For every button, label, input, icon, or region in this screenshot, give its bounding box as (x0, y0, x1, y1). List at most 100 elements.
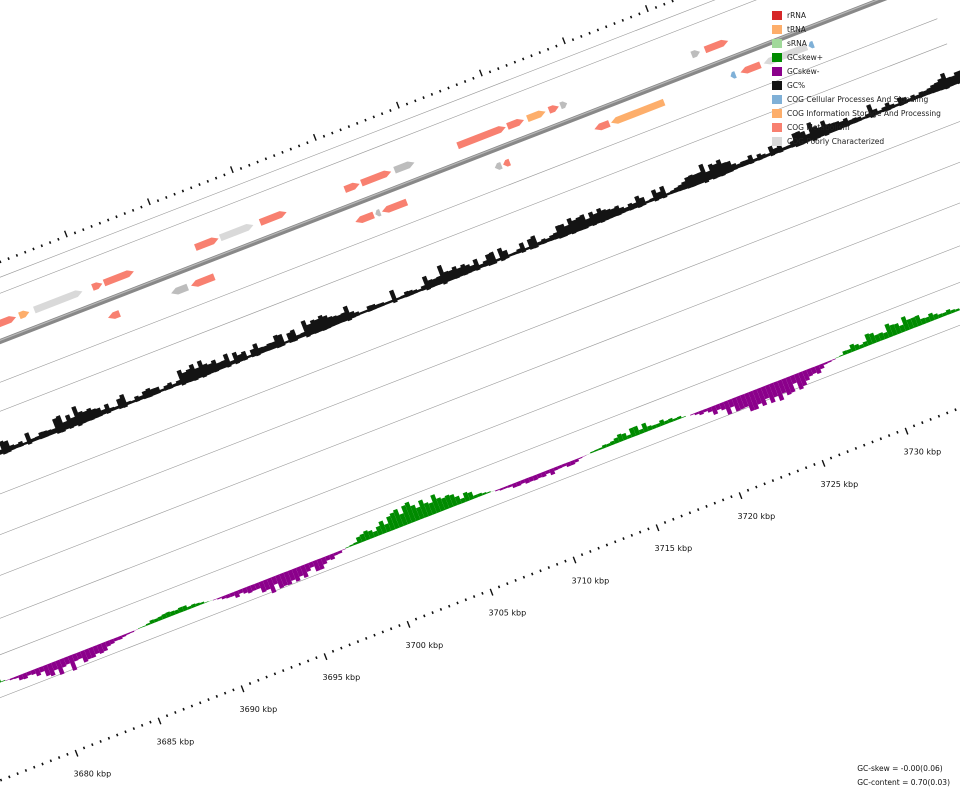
minor-tick (463, 80, 467, 83)
minor-tick (589, 549, 592, 553)
minor-tick (331, 649, 335, 653)
gc-skew-track (0, 308, 960, 683)
gc-skew-negative (511, 482, 518, 489)
gc-skew-negative (557, 464, 563, 470)
guide-line (0, 0, 716, 278)
minor-tick (116, 733, 119, 737)
gc-skew-negative (685, 414, 691, 417)
gc-skew-negative (109, 638, 115, 645)
minor-tick (688, 511, 692, 515)
gc-skew-negative (731, 397, 741, 412)
gene-arrow-reverse (503, 158, 512, 167)
minor-tick (347, 125, 351, 129)
gc-skew-positive (609, 440, 616, 446)
gc-skew-negative (773, 381, 785, 401)
minor-tick (82, 228, 85, 232)
legend-item-cog-information: COG Information Storage And Processing (772, 106, 941, 120)
gc-skew-positive (161, 613, 168, 620)
minor-tick (90, 224, 93, 228)
gene-arrow-forward (258, 211, 287, 226)
axis-labels: 3680 kbp 3685 kbp 3690 kbp 3695 kbp 3700 kbp… (74, 448, 942, 779)
minor-tick (588, 31, 591, 35)
minor-tick (66, 752, 69, 756)
guide-line (0, 245, 960, 619)
gc-skew-negative (80, 649, 89, 663)
legend-item-gc-percent: GC% (772, 78, 941, 92)
minor-tick (0, 260, 2, 264)
minor-tick (41, 762, 44, 766)
gc-skew-positive (651, 424, 657, 430)
stats-panel: GC-skew = -0.00(0.06) GC-content = 0.70(… (857, 762, 950, 790)
legend-label: COG Cellular Processes And Signaling (787, 94, 929, 104)
guide-line (0, 161, 960, 535)
minor-tick (638, 530, 642, 534)
minor-tick (273, 154, 276, 158)
gc-skew-negative (275, 574, 285, 589)
gc-skew-negative (540, 471, 547, 478)
gc-skew-positive (672, 417, 678, 422)
gc-skew-negative (229, 592, 235, 598)
minor-tick (896, 430, 899, 434)
gene-arrow-reverse (375, 209, 382, 217)
minor-tick (505, 63, 508, 67)
gc-skew-negative (719, 401, 726, 411)
minor-tick (257, 678, 260, 682)
major-tick (644, 5, 649, 13)
minor-tick (788, 472, 791, 476)
minor-tick (629, 15, 633, 19)
gc-skew-positive (874, 334, 881, 343)
legend-swatch (772, 24, 782, 34)
minor-tick (149, 720, 152, 724)
minor-tick (663, 521, 667, 524)
legend-swatch (772, 108, 782, 118)
minor-tick (8, 775, 11, 779)
axis-tick-label: 3715 kbp (655, 544, 693, 553)
gc-skew-negative (63, 656, 71, 665)
minor-tick (571, 38, 575, 42)
gc-skew-positive (621, 432, 628, 441)
gc-skew-positive (868, 332, 877, 345)
minor-tick (813, 463, 816, 466)
gc-skew-negative (565, 461, 572, 468)
gc-skew-negative (802, 369, 811, 382)
gc-skew-positive (681, 415, 686, 419)
major-tick (240, 685, 245, 693)
minor-tick (838, 453, 841, 457)
gc-skew-negative (129, 630, 135, 634)
gc-skew-positive (404, 501, 417, 523)
gc-skew-negative (246, 585, 253, 594)
minor-tick (513, 60, 517, 64)
gc-skew-positive (594, 448, 599, 452)
minor-tick (73, 231, 77, 235)
gc-skew-negative (9, 677, 15, 681)
minor-tick (488, 70, 492, 74)
gc-skew-negative (241, 587, 249, 594)
guide-line (0, 281, 960, 656)
gene-arrow-forward (102, 270, 134, 287)
gc-skew-negative (818, 363, 825, 370)
minor-tick (464, 598, 468, 602)
gc-content-stat: GC-content = 0.70(0.03) (857, 778, 950, 787)
major-tick (738, 492, 743, 500)
gc-skew-positive (945, 308, 952, 316)
gc-skew-negative (17, 674, 24, 681)
gene-arrow-forward (456, 126, 506, 150)
axis-tick-label: 3705 kbp (489, 609, 527, 618)
gc-skew-positive (864, 333, 873, 346)
gc-skew-negative (814, 364, 822, 375)
gc-skew-positive (384, 523, 392, 533)
gc-skew-positive (914, 314, 923, 327)
gene-arrow-forward (218, 224, 254, 242)
minor-tick (297, 144, 301, 148)
backbone-highlight (0, 0, 879, 342)
minor-tick (887, 434, 891, 437)
minor-tick (456, 601, 459, 605)
minor-tick (697, 508, 700, 512)
gc-skew-negative (212, 598, 218, 601)
gc-skew-positive (378, 520, 388, 535)
gc-skew-positive (854, 343, 861, 351)
minor-tick (580, 34, 583, 38)
minor-tick (223, 173, 226, 177)
gene-arrow-forward (526, 110, 546, 123)
